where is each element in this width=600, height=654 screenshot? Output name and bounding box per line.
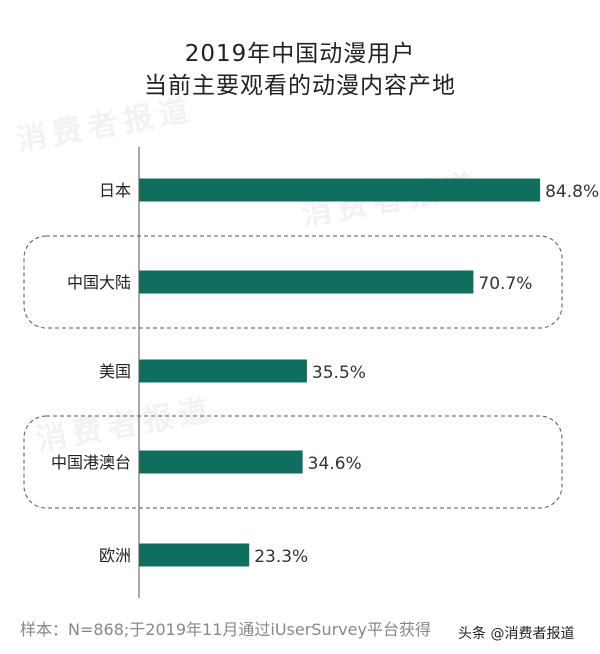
chart-title-line-1: 2019年中国动漫用户 (184, 41, 416, 67)
credit-label: 头条 @消费者报道 (458, 626, 575, 642)
value-label: 34.6% (308, 454, 362, 474)
category-label: 美国 (99, 362, 131, 381)
value-label: 23.3% (254, 547, 308, 567)
category-label: 欧洲 (99, 546, 131, 565)
chart-title-line-2: 当前主要观看的动漫内容产地 (144, 73, 456, 99)
highlight-box (23, 415, 563, 509)
category-label: 中国大陆 (67, 273, 131, 292)
value-label: 70.7% (478, 274, 532, 294)
bar-1 (139, 270, 474, 294)
category-label: 中国港澳台 (51, 453, 131, 472)
category-label: 日本 (99, 181, 131, 200)
source-note: 样本：N=868;于2019年11月通过iUserSurvey平台获得 (20, 620, 431, 639)
highlight-box (23, 235, 563, 329)
bar-0 (139, 178, 541, 202)
value-label: 84.8% (545, 182, 599, 202)
value-label: 35.5% (312, 363, 366, 383)
bar-4 (139, 543, 250, 567)
bar-2 (139, 359, 307, 383)
bar-3 (139, 450, 303, 474)
